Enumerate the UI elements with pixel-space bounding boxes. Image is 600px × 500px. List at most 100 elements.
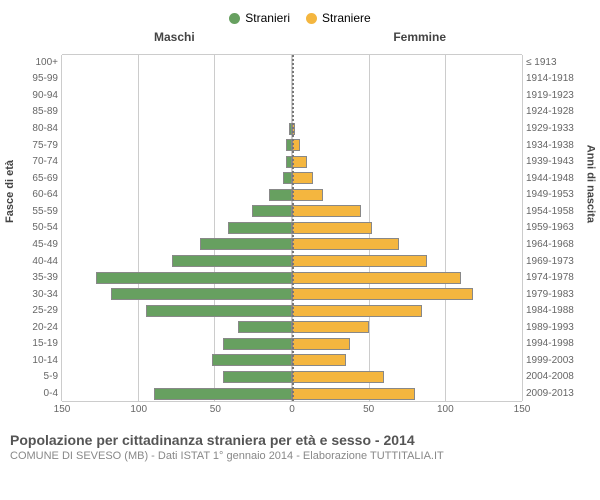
bar-half-right — [292, 288, 522, 300]
bar-half-left — [62, 272, 292, 284]
footer-subtitle: COMUNE DI SEVESO (MB) - Dati ISTAT 1° ge… — [10, 450, 590, 462]
bar-half-right — [292, 321, 522, 333]
age-label: 0-4 — [18, 388, 58, 399]
bar-male — [111, 288, 292, 300]
bar-male — [223, 338, 292, 350]
bar-half-left — [62, 106, 292, 118]
birth-year-label: ≤ 1913 — [526, 57, 582, 68]
bar-half-right — [292, 73, 522, 85]
bar-female — [292, 388, 415, 400]
bar-female — [292, 288, 473, 300]
x-tick: 50 — [210, 404, 221, 415]
bar-female — [292, 238, 399, 250]
bar-half-left — [62, 338, 292, 350]
bar-half-left — [62, 73, 292, 85]
x-tick: 150 — [54, 404, 71, 415]
bar-half-right — [292, 388, 522, 400]
bar-half-right — [292, 255, 522, 267]
birth-year-label: 1964-1968 — [526, 239, 582, 250]
age-label: 90-94 — [18, 90, 58, 101]
bar-half-left — [62, 89, 292, 101]
age-label: 85-89 — [18, 106, 58, 117]
age-label: 50-54 — [18, 222, 58, 233]
bar-half-right — [292, 106, 522, 118]
bar-half-left — [62, 354, 292, 366]
birth-year-label: 2009-2013 — [526, 388, 582, 399]
birth-year-label: 2004-2008 — [526, 371, 582, 382]
bar-half-left — [62, 321, 292, 333]
age-label: 55-59 — [18, 206, 58, 217]
age-label: 75-79 — [18, 140, 58, 151]
legend-swatch-male — [229, 13, 240, 24]
bar-half-left — [62, 189, 292, 201]
bar-female — [292, 205, 361, 217]
bar-half-right — [292, 272, 522, 284]
bar-male — [283, 172, 292, 184]
bar-female — [292, 321, 369, 333]
age-label: 20-24 — [18, 322, 58, 333]
bar-half-left — [62, 238, 292, 250]
bar-half-right — [292, 89, 522, 101]
birth-year-label: 1919-1923 — [526, 90, 582, 101]
birth-year-label: 1959-1963 — [526, 222, 582, 233]
birth-year-label: 1984-1988 — [526, 305, 582, 316]
x-tick: 100 — [437, 404, 454, 415]
bar-half-left — [62, 139, 292, 151]
age-label: 15-19 — [18, 338, 58, 349]
y-axis-title-right: Anni di nascita — [584, 145, 596, 223]
age-label: 45-49 — [18, 239, 58, 250]
plot-area: Fasce di età Anni di nascita 100+≤ 19139… — [18, 48, 582, 426]
x-axis-left: 050100150 — [62, 404, 292, 420]
bar-half-right — [292, 156, 522, 168]
bar-female — [292, 156, 307, 168]
bar-female — [292, 338, 350, 350]
bar-female — [292, 255, 427, 267]
x-tick: 50 — [363, 404, 374, 415]
title-males: Maschi — [154, 30, 195, 44]
birth-year-label: 1949-1953 — [526, 189, 582, 200]
bar-half-right — [292, 56, 522, 68]
bar-half-left — [62, 123, 292, 135]
age-label: 30-34 — [18, 289, 58, 300]
bar-half-left — [62, 156, 292, 168]
x-axis: 050100150 50100150 — [62, 404, 522, 420]
birth-year-label: 1994-1998 — [526, 338, 582, 349]
gridline — [522, 55, 523, 401]
bar-female — [292, 189, 323, 201]
birth-year-label: 1944-1948 — [526, 173, 582, 184]
bar-male — [212, 354, 292, 366]
bar-male — [200, 238, 292, 250]
bar-half-left — [62, 222, 292, 234]
legend-item-male: Stranieri — [229, 11, 290, 25]
footer: Popolazione per cittadinanza straniera p… — [4, 426, 596, 462]
y-axis-title-left: Fasce di età — [4, 160, 16, 223]
bar-half-right — [292, 238, 522, 250]
bar-half-right — [292, 222, 522, 234]
birth-year-label: 1999-2003 — [526, 355, 582, 366]
age-label: 35-39 — [18, 272, 58, 283]
birth-year-label: 1934-1938 — [526, 140, 582, 151]
x-tick: 150 — [514, 404, 531, 415]
bar-half-left — [62, 371, 292, 383]
bar-male — [146, 305, 292, 317]
birth-year-label: 1974-1978 — [526, 272, 582, 283]
bar-half-right — [292, 205, 522, 217]
age-label: 10-14 — [18, 355, 58, 366]
bar-half-right — [292, 172, 522, 184]
age-label: 70-74 — [18, 156, 58, 167]
bar-female — [292, 272, 461, 284]
bar-half-right — [292, 139, 522, 151]
bar-female — [292, 354, 346, 366]
x-axis-right: 50100150 — [292, 404, 522, 420]
bar-half-left — [62, 288, 292, 300]
bar-male — [154, 388, 292, 400]
bar-female — [292, 305, 422, 317]
bar-male — [238, 321, 292, 333]
bar-female — [292, 371, 384, 383]
age-label: 65-69 — [18, 173, 58, 184]
bar-male — [269, 189, 292, 201]
birth-year-label: 1914-1918 — [526, 73, 582, 84]
grid-center-line — [292, 55, 294, 401]
bar-half-right — [292, 354, 522, 366]
bar-half-left — [62, 255, 292, 267]
